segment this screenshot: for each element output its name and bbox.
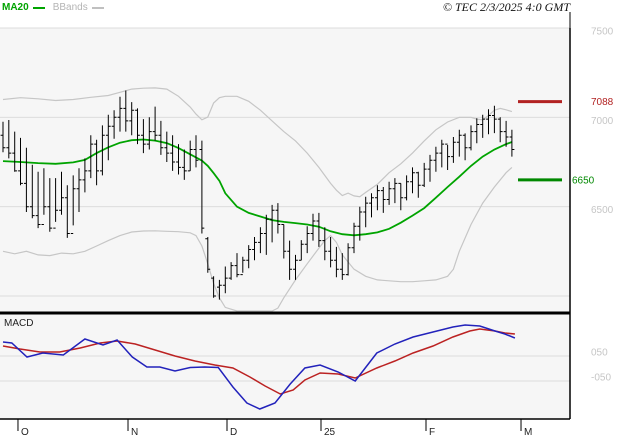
macd-axis-label: 050 xyxy=(591,348,608,359)
price-axis-label: 6500 xyxy=(591,205,614,216)
month-label: O xyxy=(21,427,29,438)
month-label: 25 xyxy=(324,427,336,438)
level-label-6650: 6650 xyxy=(572,175,595,186)
legend-bbands-label: BBands xyxy=(52,2,88,13)
ma20-line xyxy=(2,138,513,237)
ma20-line-swatch xyxy=(32,7,45,9)
macd-line xyxy=(2,324,516,410)
month-label: M xyxy=(524,427,532,438)
copyright-text: © TEC 2/3/2025 4:0 GMT xyxy=(442,0,570,14)
price-axis-label: 7500 xyxy=(591,27,614,38)
bollinger-lower-band xyxy=(2,166,513,312)
macd-signal-line xyxy=(2,328,515,395)
bollinger-upper-band xyxy=(2,87,513,198)
month-label: N xyxy=(131,427,138,438)
bbands-line-swatch xyxy=(91,7,104,9)
level-label-7088: 7088 xyxy=(591,97,614,108)
macd-axis-label: -050 xyxy=(591,373,611,384)
macd-panel-label: MACD xyxy=(4,318,34,329)
candlesticks xyxy=(0,90,515,300)
price-axis-label: 7000 xyxy=(591,116,614,127)
plot-background xyxy=(0,28,570,419)
month-label: D xyxy=(230,427,237,438)
legend: MA20 BBands xyxy=(2,2,112,14)
legend-ma20-label: MA20 xyxy=(2,2,29,13)
panel-separator xyxy=(0,311,570,315)
month-label: F xyxy=(429,427,435,438)
